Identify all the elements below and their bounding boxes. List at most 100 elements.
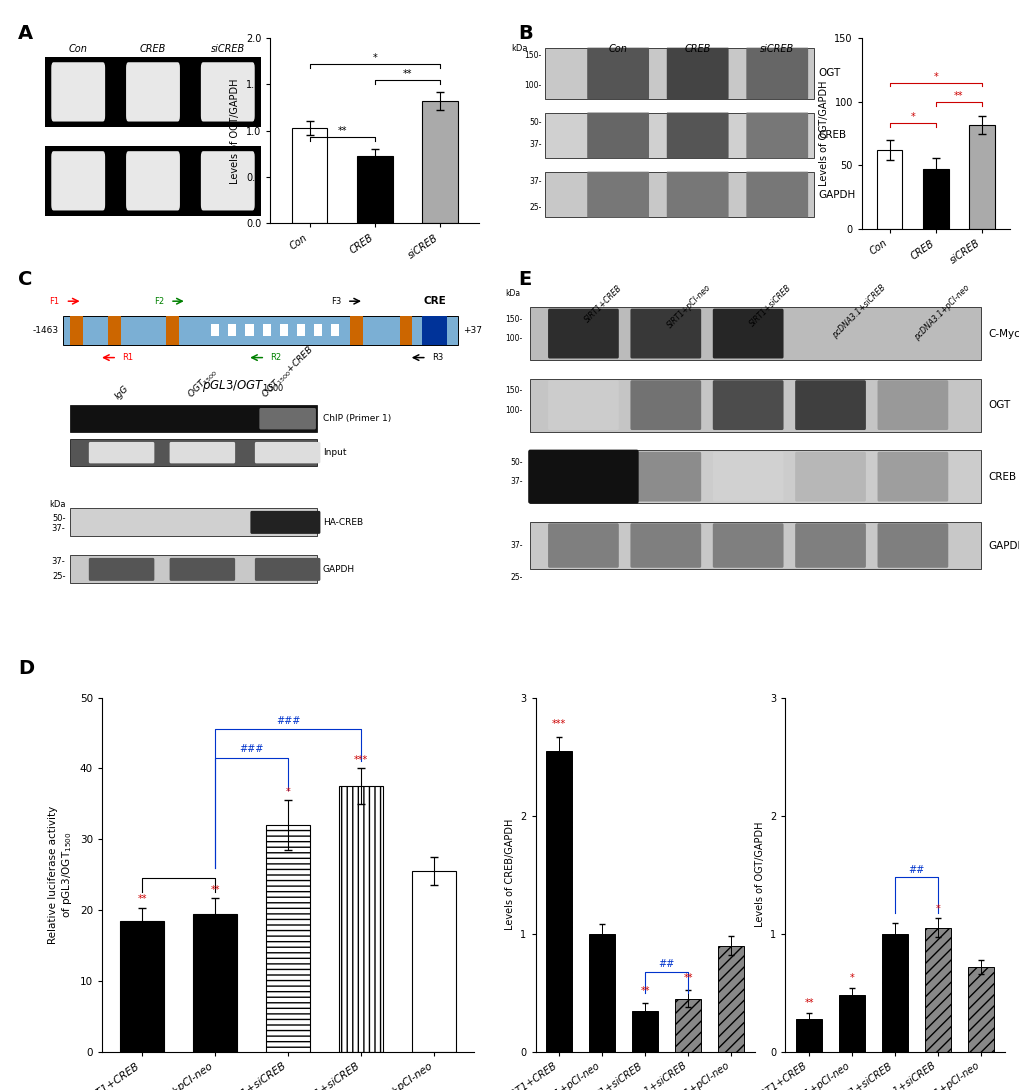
Bar xyxy=(422,316,446,344)
FancyBboxPatch shape xyxy=(795,451,865,501)
Text: C: C xyxy=(18,270,33,289)
Bar xyxy=(876,150,902,229)
Text: **: ** xyxy=(403,69,412,78)
Text: A: A xyxy=(18,24,34,43)
Text: *: * xyxy=(934,904,940,913)
Text: CREB: CREB xyxy=(684,44,710,53)
Bar xyxy=(297,324,305,337)
Text: CREB: CREB xyxy=(987,472,1015,482)
FancyBboxPatch shape xyxy=(201,62,255,121)
Bar xyxy=(544,112,813,158)
Bar xyxy=(924,928,950,1052)
Text: Con: Con xyxy=(68,44,88,53)
FancyBboxPatch shape xyxy=(666,112,728,158)
Text: 25-: 25- xyxy=(529,204,541,213)
Text: $OGT_{1500}$+CREB: $OGT_{1500}$+CREB xyxy=(259,343,316,401)
Bar xyxy=(314,324,321,337)
Text: B: B xyxy=(518,24,532,43)
Text: *: * xyxy=(910,112,914,122)
Text: E: E xyxy=(518,270,531,289)
FancyBboxPatch shape xyxy=(712,380,783,431)
FancyBboxPatch shape xyxy=(528,449,638,504)
Bar xyxy=(120,921,164,1052)
Text: $pGL3/OGT_{1500}$: $pGL3/OGT_{1500}$ xyxy=(202,378,283,395)
Text: **: ** xyxy=(683,973,692,983)
Bar xyxy=(45,146,261,216)
Text: 50-: 50- xyxy=(52,513,65,523)
Text: 150-: 150- xyxy=(505,386,523,396)
Text: ChIP (Primer 1): ChIP (Primer 1) xyxy=(322,414,390,423)
Text: *: * xyxy=(849,973,854,983)
FancyBboxPatch shape xyxy=(201,152,255,210)
Bar xyxy=(291,128,327,223)
Bar xyxy=(967,967,993,1052)
Text: 100-: 100- xyxy=(524,82,541,90)
Bar xyxy=(530,450,980,504)
Text: D: D xyxy=(18,659,35,678)
Text: 25-: 25- xyxy=(52,572,65,581)
Text: CREB: CREB xyxy=(818,131,846,141)
Text: R1: R1 xyxy=(122,353,133,362)
Text: +37: +37 xyxy=(463,326,481,335)
FancyBboxPatch shape xyxy=(587,112,648,158)
Bar xyxy=(796,1019,821,1052)
Text: **: ** xyxy=(337,126,346,136)
Y-axis label: Levels of OGT/GAPDH: Levels of OGT/GAPDH xyxy=(818,81,828,186)
Text: HA-CREB: HA-CREB xyxy=(322,518,363,526)
Bar xyxy=(422,101,458,223)
FancyBboxPatch shape xyxy=(547,523,619,568)
Text: **: ** xyxy=(804,998,813,1008)
FancyBboxPatch shape xyxy=(255,441,320,463)
FancyBboxPatch shape xyxy=(746,171,807,217)
Text: SIRT1+siCREB: SIRT1+siCREB xyxy=(748,283,793,328)
Bar xyxy=(675,998,700,1052)
Text: 37-: 37- xyxy=(510,541,523,550)
Bar xyxy=(262,324,270,337)
Bar xyxy=(70,508,317,536)
Text: R2: R2 xyxy=(270,353,281,362)
Bar xyxy=(266,825,310,1052)
Text: siCREB: siCREB xyxy=(211,44,245,53)
Text: 50-: 50- xyxy=(510,458,523,467)
FancyBboxPatch shape xyxy=(250,511,320,534)
Bar xyxy=(544,48,813,99)
Text: ##: ## xyxy=(658,959,675,969)
FancyBboxPatch shape xyxy=(89,558,154,581)
FancyBboxPatch shape xyxy=(547,308,619,359)
Text: ***: *** xyxy=(551,719,566,729)
Text: 100-: 100- xyxy=(505,335,523,343)
FancyBboxPatch shape xyxy=(876,451,948,501)
FancyBboxPatch shape xyxy=(795,380,865,431)
Y-axis label: Levels of CREB/GAPDH: Levels of CREB/GAPDH xyxy=(504,819,515,931)
Bar xyxy=(70,555,317,583)
Bar xyxy=(63,316,458,344)
FancyBboxPatch shape xyxy=(547,380,619,431)
Text: 37-: 37- xyxy=(510,477,523,486)
Bar xyxy=(70,404,317,432)
Text: 37-: 37- xyxy=(529,177,541,185)
Bar xyxy=(246,324,254,337)
Bar xyxy=(922,169,948,229)
Bar xyxy=(351,316,363,344)
FancyBboxPatch shape xyxy=(630,523,700,568)
FancyBboxPatch shape xyxy=(547,451,619,501)
Text: 100-: 100- xyxy=(505,405,523,415)
Bar xyxy=(546,751,572,1052)
Text: **: ** xyxy=(953,90,963,100)
Y-axis label: Levels of OGT/GAPDH: Levels of OGT/GAPDH xyxy=(754,822,764,928)
Bar xyxy=(399,316,412,344)
Bar xyxy=(357,156,392,223)
FancyBboxPatch shape xyxy=(630,308,700,359)
Y-axis label: Levels of OGT/GAPDH: Levels of OGT/GAPDH xyxy=(230,78,240,183)
Text: Input: Input xyxy=(322,448,345,457)
Text: SIRT1+CREB: SIRT1+CREB xyxy=(583,283,624,324)
Y-axis label: Relative luciferase activity
of pGL3/OGT$_{1500}$: Relative luciferase activity of pGL3/OGT… xyxy=(48,806,74,944)
Text: F3: F3 xyxy=(331,296,341,305)
Bar xyxy=(228,324,236,337)
Text: *: * xyxy=(372,53,377,63)
Text: 37-: 37- xyxy=(529,141,541,149)
FancyBboxPatch shape xyxy=(876,523,948,568)
FancyBboxPatch shape xyxy=(126,152,179,210)
Bar xyxy=(330,324,338,337)
FancyBboxPatch shape xyxy=(876,380,948,431)
